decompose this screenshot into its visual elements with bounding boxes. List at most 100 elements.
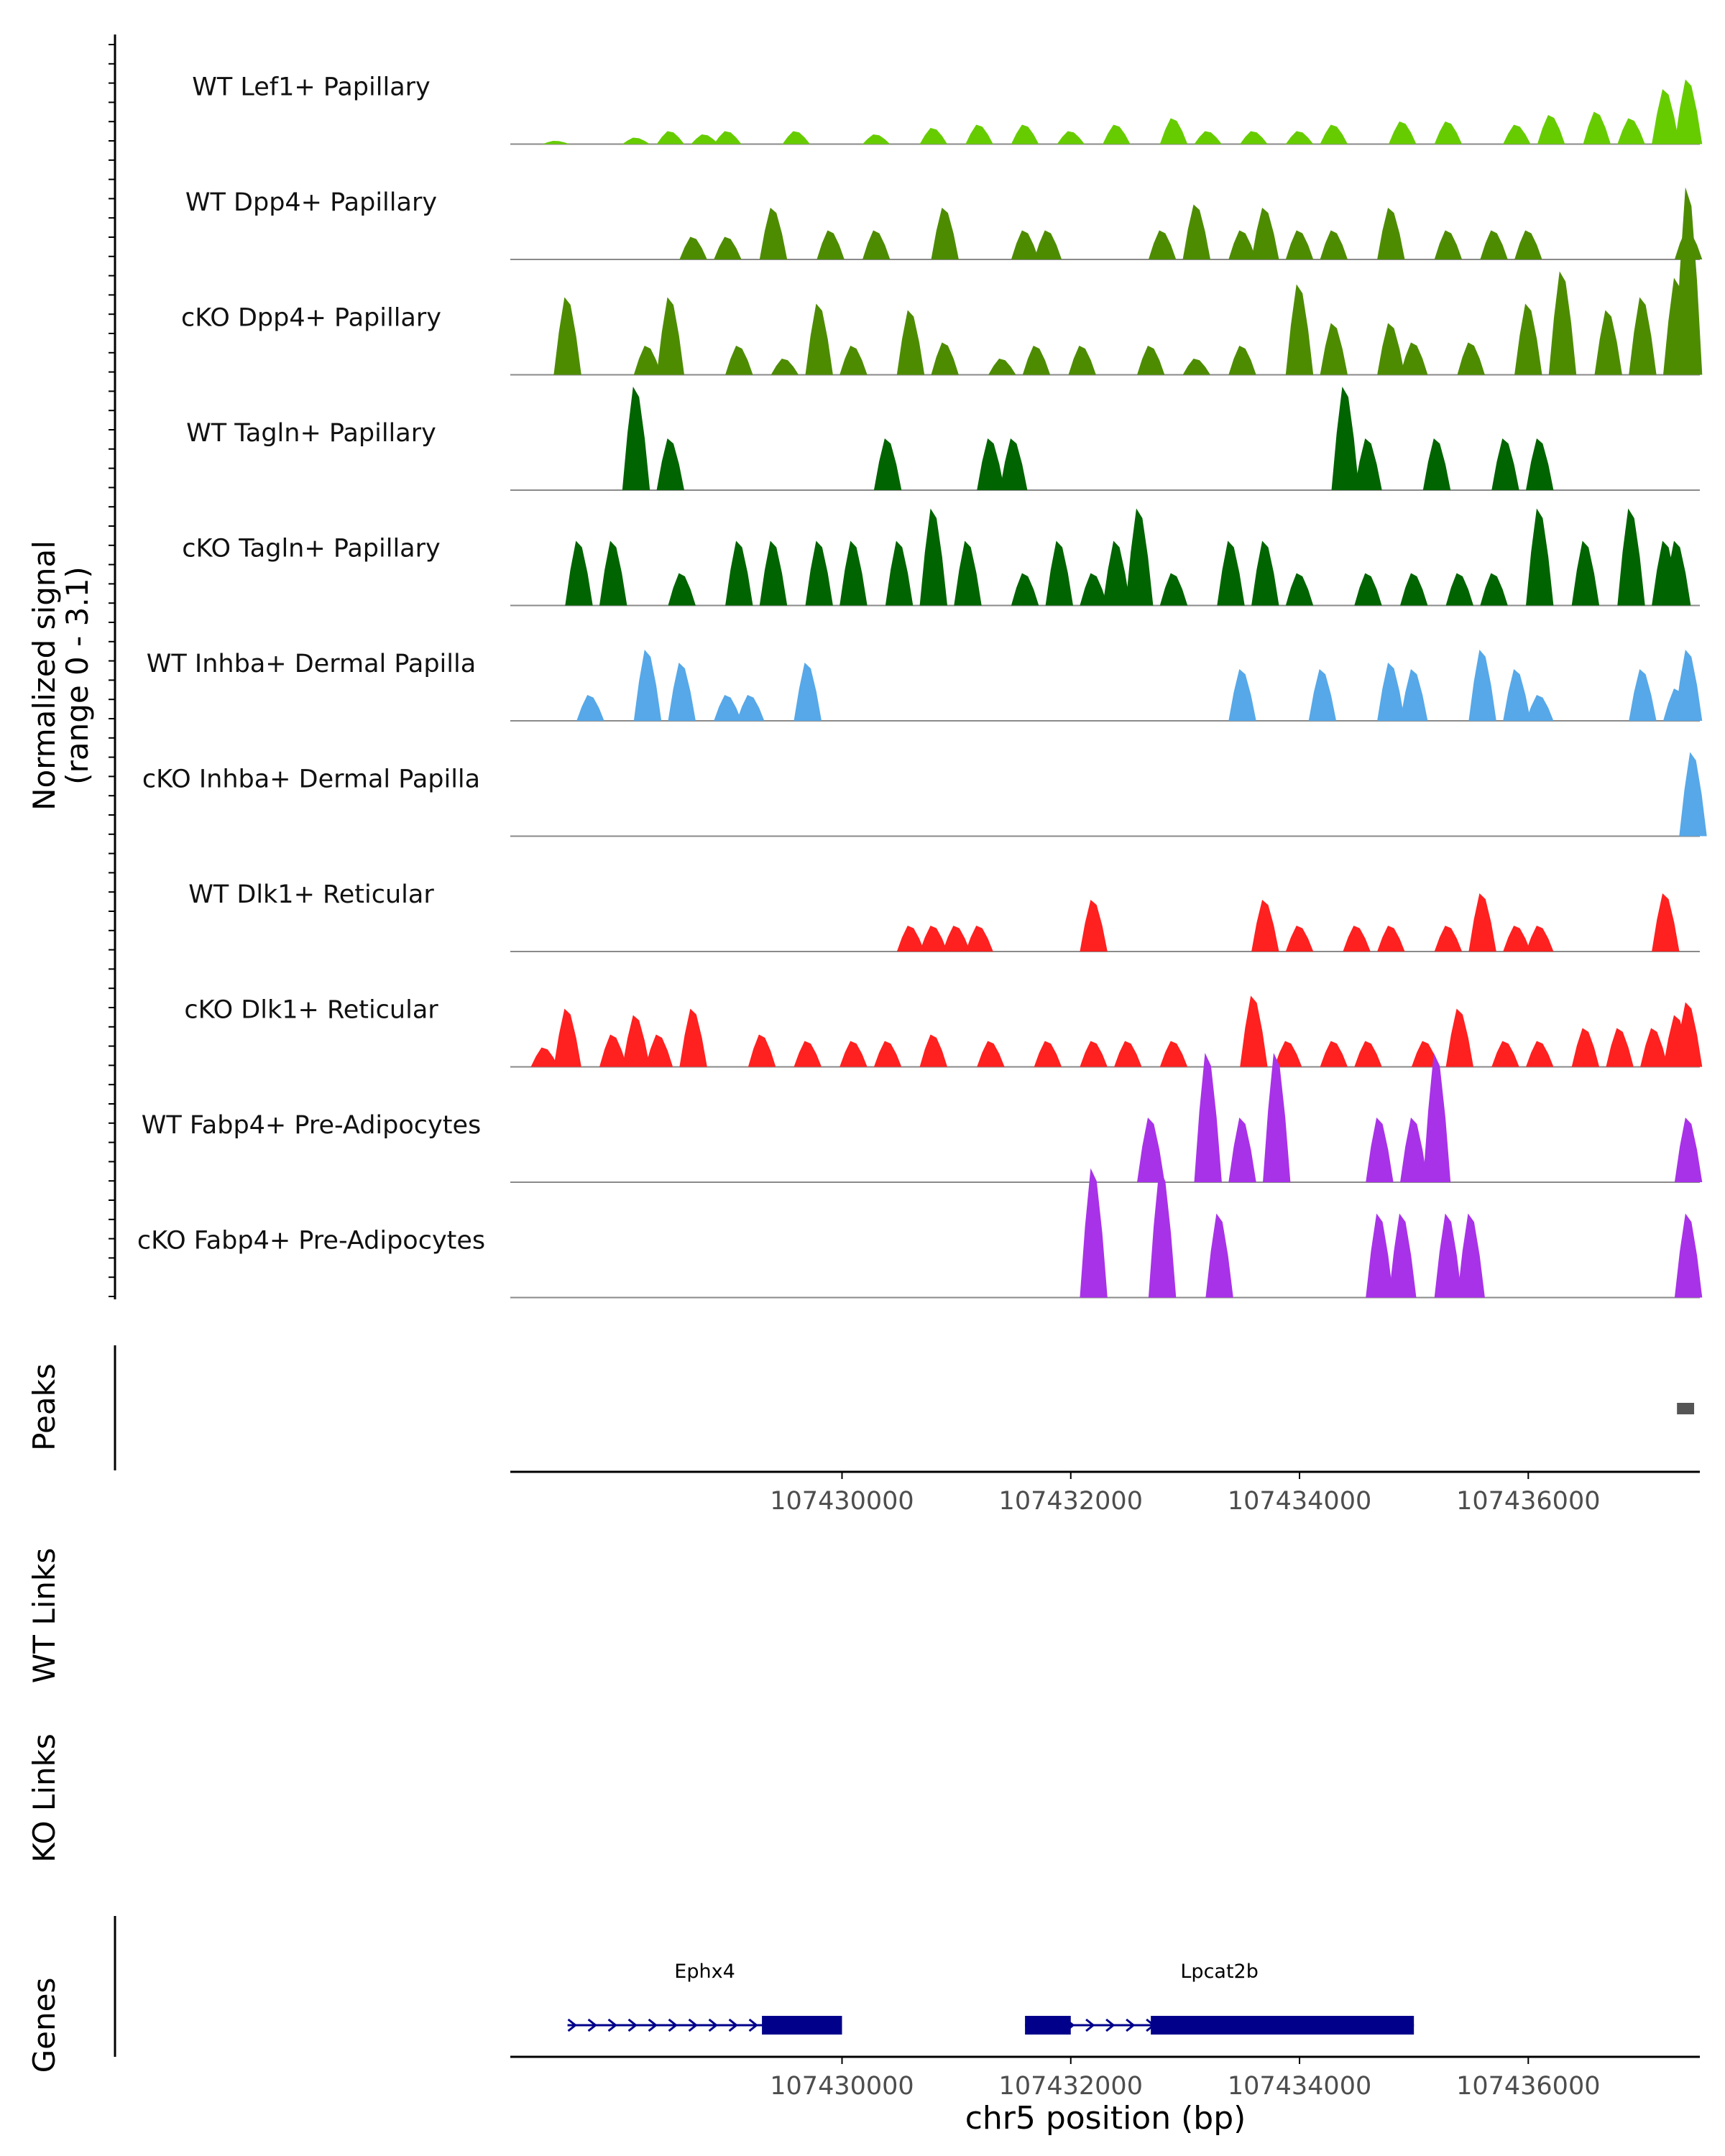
coverage-peak	[1320, 323, 1348, 375]
coverage-peak	[633, 650, 662, 721]
coverage-peak	[1434, 926, 1463, 952]
coverage-peak	[1274, 1041, 1302, 1067]
coverage-peak	[1182, 204, 1210, 259]
peaks-track	[114, 1345, 1695, 1470]
coverage-peak	[1434, 1213, 1463, 1298]
coverage-peak	[1137, 1118, 1165, 1182]
coverage-peak	[885, 540, 914, 606]
coverage-peak	[988, 359, 1016, 375]
coverage-peak	[840, 540, 868, 606]
coverage-peak	[1434, 230, 1463, 259]
coverage-ylabel-line2: (range 0 - 3.1)	[60, 566, 95, 785]
coverage-peak	[622, 1015, 650, 1067]
coverage-peak	[1080, 573, 1108, 606]
coverage-peak	[1377, 926, 1405, 952]
coverage-track-label: cKO Tagln+ Papillary	[182, 535, 441, 563]
coverage-track-label: WT Fabp4+ Pre-Adipocytes	[142, 1111, 481, 1140]
coverage-peak	[1674, 79, 1703, 144]
coverage-peak	[1445, 1008, 1473, 1067]
coverage-track-label: cKO Fabp4+ Pre-Adipocytes	[137, 1227, 485, 1256]
coverage-peak	[633, 346, 662, 375]
gene-strand-arrow	[748, 2018, 758, 2032]
gene-strand-arrow	[1105, 2018, 1116, 2032]
coverage-peak	[1217, 540, 1245, 606]
coverage-peak	[1148, 230, 1177, 259]
coverage-peak	[714, 131, 742, 144]
gene-strand-arrow	[708, 2018, 718, 2032]
x-axis-tick-label: 107430000	[770, 2072, 914, 2101]
coverage-peak	[919, 926, 947, 952]
coverage-peak	[1457, 1213, 1485, 1298]
coverage-peak	[622, 387, 650, 490]
coverage-peak	[1194, 131, 1222, 144]
coverage-peak	[1126, 508, 1154, 606]
coverage-peak	[1308, 669, 1337, 721]
coverage-peak	[691, 134, 719, 144]
coverage-peak	[1674, 187, 1703, 375]
coverage-peak	[1526, 1041, 1554, 1067]
coverage-peak	[1400, 573, 1428, 606]
coverage-peak	[1251, 540, 1279, 606]
coverage-peak	[553, 1008, 581, 1067]
coverage-peak	[1537, 115, 1565, 144]
x-axis-tick-label: 107432000	[999, 2072, 1143, 2101]
coverage-peak	[1285, 573, 1314, 606]
ko-links-label: KO Links	[27, 1733, 62, 1863]
gene-strand-arrow	[668, 2018, 678, 2032]
coverage-peak	[931, 342, 959, 375]
coverage-peak	[1617, 508, 1645, 606]
coverage-peak	[794, 1041, 822, 1067]
gene-strand-arrow	[587, 2018, 597, 2032]
coverage-peak	[1674, 1213, 1703, 1298]
coverage-tracks: WT Lef1+ Papillary WT Dpp4+ Papillary cKO …	[137, 73, 1707, 1299]
coverage-peak	[977, 1041, 1005, 1067]
gene-strand-arrow	[627, 2018, 638, 2032]
gene-strand-arrow	[688, 2018, 698, 2032]
coverage-peak	[1434, 121, 1463, 144]
coverage-peak	[1679, 752, 1707, 837]
coverage-track: WT Tagln+ Papillary	[186, 387, 1700, 491]
coverage-peak	[576, 695, 604, 721]
coverage-peak	[1491, 1041, 1519, 1067]
coverage-peak	[919, 128, 947, 144]
coverage-peak	[1343, 926, 1371, 952]
coverage-peak	[1000, 438, 1028, 490]
coverage-peak	[1103, 124, 1131, 144]
coverage-peak	[725, 540, 753, 606]
coverage-peak	[1652, 89, 1680, 144]
coverage-peak	[1503, 926, 1531, 952]
coverage-ylabel-line1: Normalized signal	[27, 540, 62, 811]
coverage-peak	[1480, 573, 1508, 606]
coverage-peak	[1411, 1041, 1440, 1067]
gene-exon	[762, 2016, 842, 2035]
coverage-peak	[1011, 124, 1039, 144]
coverage-peak	[759, 540, 788, 606]
coverage-peak	[1377, 323, 1405, 375]
coverage-peak	[1354, 438, 1382, 490]
coverage-peak	[1400, 1118, 1428, 1182]
coverage-peak	[748, 1034, 776, 1067]
coverage-peak	[1285, 284, 1314, 375]
coverage-track: WT Inhba+ Dermal Papilla	[147, 650, 1703, 722]
coverage-peak	[965, 926, 993, 952]
coverage-peak	[1480, 230, 1508, 259]
coverage-peak	[1422, 438, 1451, 490]
gene-name-label: Ephx4	[674, 1961, 735, 1983]
coverage-track-label: WT Lef1+ Papillary	[192, 73, 431, 102]
coverage-peak	[668, 663, 696, 721]
coverage-peak	[840, 346, 868, 375]
coverage-peak	[919, 508, 947, 606]
coverage-peak	[1034, 1041, 1062, 1067]
coverage-peak	[645, 1034, 673, 1067]
coverage-peak	[862, 134, 891, 144]
coverage-peak	[1045, 540, 1073, 606]
x-axis-tick-label: 107432000	[999, 1487, 1143, 1516]
coverage-track-label: cKO Dlk1+ Reticular	[184, 996, 438, 1025]
gene-model: Ephx4	[567, 1961, 842, 2035]
coverage-peak	[622, 137, 650, 144]
coverage-peak	[599, 1034, 627, 1067]
coverage-peak	[1114, 1041, 1142, 1067]
coverage-peak	[1011, 230, 1039, 259]
coverage-peak	[1159, 1041, 1188, 1067]
coverage-peak	[759, 208, 788, 259]
